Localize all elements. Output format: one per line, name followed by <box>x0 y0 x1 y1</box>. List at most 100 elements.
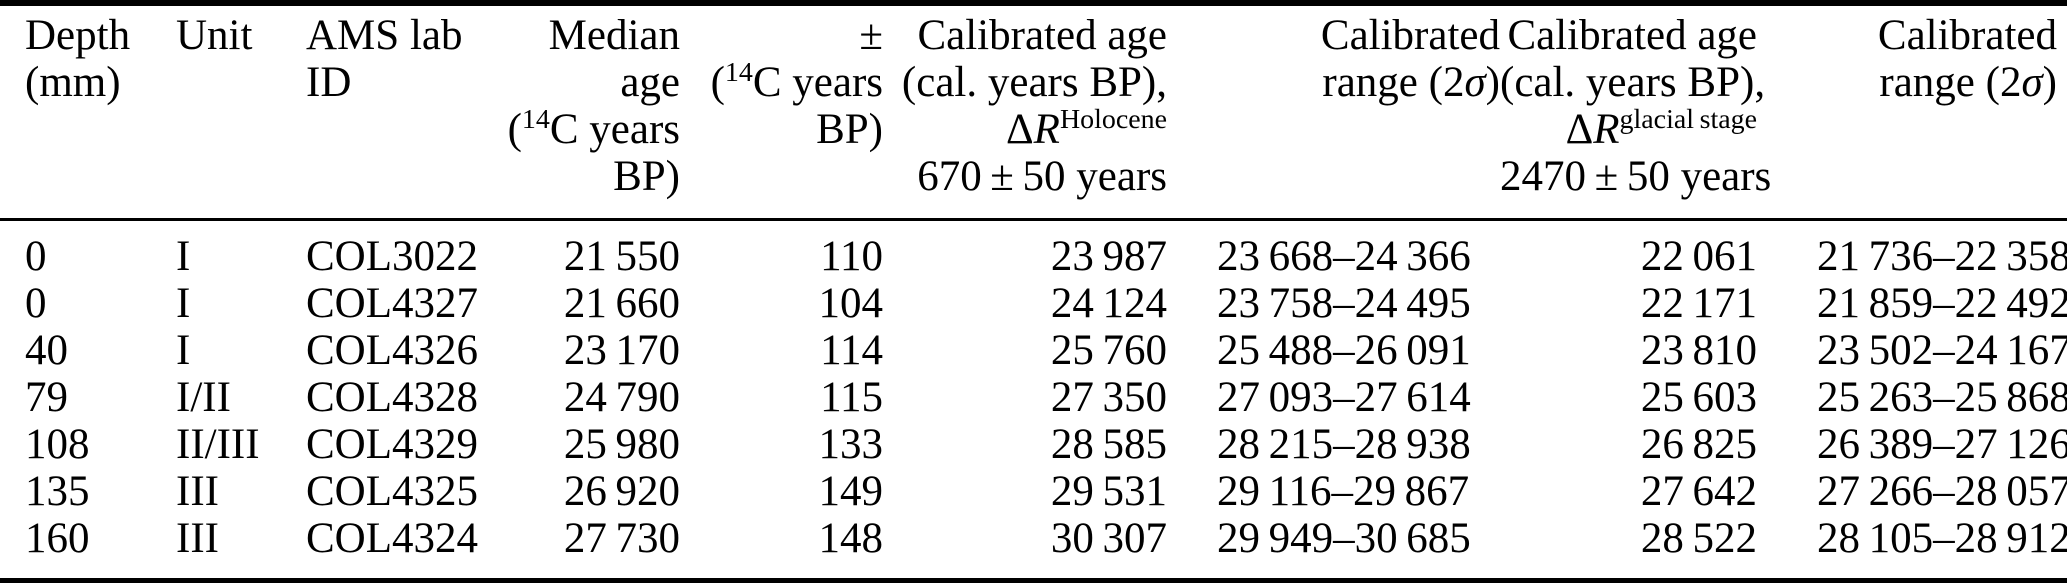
cell-uncertainty: 110 <box>820 233 883 280</box>
cell-ams-lab-id: COL4324 <box>306 515 478 562</box>
cell-cal-range-holocene: 27 093–27 614 <box>1217 374 1471 421</box>
header-text-fragment: ( <box>710 59 725 106</box>
cell-cal-range-holocene: 23 758–24 495 <box>1217 280 1471 327</box>
header-line: Depth <box>25 12 131 59</box>
header-line: 2470 ± 50 years <box>1500 153 1772 200</box>
col-header-depth: Depth (mm) <box>0 6 176 221</box>
cell-ams-lab-id: COL4325 <box>306 468 478 515</box>
header-line: ID <box>306 59 352 106</box>
header-line: (14C years <box>480 103 680 153</box>
cell-median-age: 21 550 <box>563 233 680 280</box>
cell-median-age: 26 920 <box>563 468 680 515</box>
table-row: 108 II/III COL4329 25 980 133 28 585 28 … <box>0 421 2067 468</box>
header-line: Calibrated <box>1320 12 1500 59</box>
header-text-fragment: C years <box>549 106 680 153</box>
header-line: Calibrated <box>1877 12 2057 59</box>
table-row: 135 III COL4325 26 920 149 29 531 29 116… <box>0 468 2067 515</box>
cell-depth: 40 <box>25 327 68 374</box>
col-header-cal-range-holocene: Calibrated range (2σ) <box>1167 6 1500 221</box>
radiocarbon-dates-table: Depth (mm) Unit AMS lab ID Median age (1… <box>0 6 2067 562</box>
cell-median-age: 24 790 <box>563 374 680 421</box>
superscript-14: 14 <box>521 103 550 135</box>
table-row: 0 I COL4327 21 660 104 24 124 23 758–24 … <box>0 280 2067 327</box>
cell-cal-age-glacial: 28 522 <box>1640 515 1757 562</box>
header-line: ΔRHolocene <box>883 103 1167 153</box>
cell-depth: 0 <box>25 233 47 280</box>
cell-cal-age-holocene: 27 350 <box>1050 374 1167 421</box>
table-row: 160 III COL4324 27 730 148 30 307 29 949… <box>0 515 2067 562</box>
cell-cal-range-glacial: 25 263–25 868 <box>1817 374 2067 421</box>
cell-unit: I/II <box>176 374 231 421</box>
cell-cal-range-glacial: 21 736–22 358 <box>1817 233 2067 280</box>
cell-cal-age-glacial: 22 061 <box>1640 233 1757 280</box>
cell-uncertainty: 149 <box>818 468 884 515</box>
col-header-cal-range-glacial: Calibrated range (2σ) <box>1757 6 2067 221</box>
header-line: (cal. years BP), <box>901 59 1167 106</box>
math-var-R: R <box>1033 106 1060 153</box>
cell-cal-age-holocene: 28 585 <box>1050 421 1167 468</box>
cell-depth: 108 <box>25 421 90 468</box>
table-row: 79 I/II COL4328 24 790 115 27 350 27 093… <box>0 374 2067 421</box>
cell-cal-age-glacial: 27 642 <box>1640 468 1757 515</box>
cell-median-age: 21 660 <box>563 280 680 327</box>
cell-cal-range-glacial: 21 859–22 492 <box>1817 280 2067 327</box>
cell-cal-age-glacial: 26 825 <box>1640 421 1757 468</box>
cell-cal-range-glacial: 26 389–27 126 <box>1817 421 2067 468</box>
col-header-cal-age-holocene: Calibrated age (cal. years BP), ΔRHoloce… <box>883 6 1167 221</box>
cell-cal-range-holocene: 29 116–29 867 <box>1217 468 1470 515</box>
header-line: (14C years <box>680 56 883 106</box>
header-line: BP) <box>613 153 680 200</box>
cell-unit: III <box>176 515 219 562</box>
col-header-unit: Unit <box>176 6 306 221</box>
superscript-14: 14 <box>724 56 753 88</box>
header-text-fragment: C years <box>752 59 883 106</box>
header-text-fragment: ) <box>1485 59 1500 106</box>
cell-cal-range-holocene: 28 215–28 938 <box>1217 421 1471 468</box>
table-row: 40 I COL4326 23 170 114 25 760 25 488–26… <box>0 327 2067 374</box>
cell-cal-range-glacial: 28 105–28 912 <box>1817 515 2067 562</box>
cell-ams-lab-id: COL4329 <box>306 421 478 468</box>
table-row: 0 I COL3022 21 550 110 23 987 23 668–24 … <box>0 220 2067 281</box>
col-header-uncertainty: ± (14C years BP) <box>680 6 883 221</box>
cell-cal-range-glacial: 27 266–28 057 <box>1817 468 2067 515</box>
cell-median-age: 25 980 <box>563 421 680 468</box>
header-line: (cal. years BP), <box>1500 59 1766 106</box>
header-line: ΔRglacial stage <box>1500 105 1757 153</box>
cell-ams-lab-id: COL4327 <box>306 280 478 327</box>
header-text-fragment: ( <box>507 106 522 153</box>
cell-ams-lab-id: COL4326 <box>306 327 478 374</box>
col-header-ams-lab-id: AMS lab ID <box>306 6 480 221</box>
cell-unit: III <box>176 468 219 515</box>
cell-cal-range-glacial: 23 502–24 167 <box>1817 327 2067 374</box>
cell-cal-age-glacial: 25 603 <box>1640 374 1757 421</box>
cell-cal-age-glacial: 22 171 <box>1640 280 1757 327</box>
cell-depth: 135 <box>25 468 90 515</box>
cell-cal-range-holocene: 25 488–26 091 <box>1217 327 1471 374</box>
cell-cal-age-glacial: 23 810 <box>1640 327 1757 374</box>
header-text-fragment: ) <box>2042 59 2057 106</box>
cell-unit: II/III <box>176 421 260 468</box>
cell-ams-lab-id: COL4328 <box>306 374 478 421</box>
cell-uncertainty: 148 <box>818 515 884 562</box>
header-row: Depth (mm) Unit AMS lab ID Median age (1… <box>0 6 2067 221</box>
cell-unit: I <box>176 327 191 374</box>
header-line: Median <box>548 12 680 59</box>
cell-cal-age-holocene: 30 307 <box>1050 515 1167 562</box>
header-line: age <box>620 59 680 106</box>
header-line: AMS lab <box>306 12 463 59</box>
cell-ams-lab-id: COL3022 <box>306 233 478 280</box>
delta-symbol: Δ <box>1006 106 1034 153</box>
header-text-fragment: range (2 <box>1879 59 2022 106</box>
math-var-sigma: σ <box>1464 59 1486 106</box>
col-header-median-age: Median age (14C years BP) <box>480 6 680 221</box>
cell-depth: 79 <box>25 374 68 421</box>
header-line: (mm) <box>25 59 121 106</box>
cell-cal-age-holocene: 23 987 <box>1050 233 1167 280</box>
superscript-holocene: Holocene <box>1059 103 1167 135</box>
cell-unit: I <box>176 233 191 280</box>
cell-uncertainty: 114 <box>820 327 883 374</box>
cell-median-age: 27 730 <box>563 515 680 562</box>
cell-depth: 0 <box>25 280 47 327</box>
cell-uncertainty: 115 <box>820 374 883 421</box>
